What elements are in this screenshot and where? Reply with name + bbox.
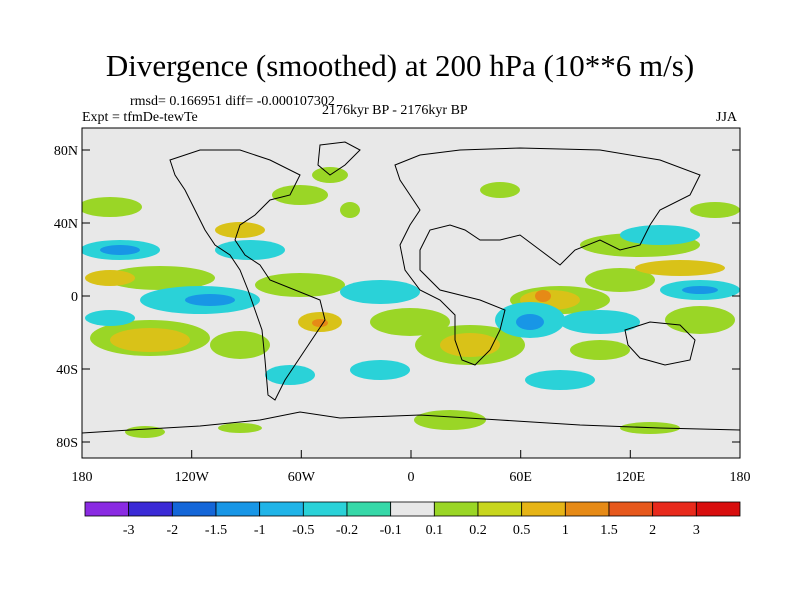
field-patch bbox=[85, 310, 135, 326]
colorbar-label: -0.5 bbox=[292, 523, 314, 538]
field-patch bbox=[215, 240, 285, 260]
colorbar-swatch bbox=[215, 501, 261, 517]
field-patch bbox=[480, 182, 520, 198]
field-patch bbox=[570, 340, 630, 360]
colorbar-swatch bbox=[477, 501, 523, 517]
colorbar-label: -1 bbox=[254, 523, 266, 538]
field-patch bbox=[185, 294, 235, 306]
colorbar-label: 1.5 bbox=[600, 523, 618, 538]
lon-label-180w: 180 bbox=[72, 470, 93, 485]
lon-label-0: 0 bbox=[408, 470, 415, 485]
antarctica-coast bbox=[82, 411, 740, 434]
field-patch bbox=[218, 423, 262, 433]
field-patch bbox=[85, 270, 135, 286]
field-patch bbox=[560, 310, 640, 334]
field-patch bbox=[340, 202, 360, 218]
colorbar-swatch bbox=[695, 501, 741, 517]
colorbar-swatch bbox=[302, 501, 348, 517]
lat-label-80s: 80S bbox=[56, 436, 78, 451]
australia-coast bbox=[624, 321, 696, 366]
field-patch bbox=[350, 360, 410, 380]
colorbar-swatch bbox=[390, 501, 435, 517]
experiment-label: Expt = tfmDe-tewTe bbox=[82, 110, 198, 125]
field-patch bbox=[265, 365, 315, 385]
field-patch bbox=[690, 202, 740, 218]
colorbar-swatch bbox=[521, 501, 566, 517]
field-patch bbox=[100, 245, 140, 255]
field-patch bbox=[340, 280, 420, 304]
colorbar-label: -0.1 bbox=[380, 523, 402, 538]
colorbar-label: -1.5 bbox=[205, 523, 227, 538]
lon-label-120w: 120W bbox=[175, 470, 210, 485]
field-patch bbox=[620, 225, 700, 245]
lat-label-40n: 40N bbox=[54, 217, 78, 232]
colorbar-label: 1 bbox=[562, 523, 569, 538]
greenland-coast bbox=[317, 141, 361, 176]
lon-label-120e: 120E bbox=[616, 470, 646, 485]
season-label: JJA bbox=[716, 110, 738, 125]
colorbar-label: 0.2 bbox=[469, 523, 487, 538]
field-patch bbox=[414, 410, 486, 430]
colorbar-swatch bbox=[433, 501, 479, 517]
field-patch bbox=[635, 260, 725, 276]
lon-label-60w: 60W bbox=[288, 470, 316, 485]
colorbar-label: 2 bbox=[649, 523, 656, 538]
colorbar-swatch bbox=[128, 501, 173, 517]
field-patch bbox=[105, 266, 215, 290]
colorbar-swatch bbox=[652, 501, 697, 517]
map-title: Divergence (smoothed) at 200 hPa (10**6 … bbox=[105, 48, 695, 83]
field-patch bbox=[215, 222, 265, 238]
lon-label-180e: 180 bbox=[730, 470, 751, 485]
colorbar-swatch bbox=[259, 501, 304, 517]
colorbar-label: 0.1 bbox=[426, 523, 444, 538]
field-patch bbox=[110, 328, 190, 352]
afro-eurasia-coast bbox=[394, 147, 701, 366]
field-patch bbox=[210, 331, 270, 359]
field-patch bbox=[370, 308, 450, 336]
field-patch bbox=[312, 319, 328, 327]
axis-ticks bbox=[81, 149, 741, 458]
lon-label-60e: 60E bbox=[509, 470, 532, 485]
colorbar-label: -3 bbox=[123, 523, 135, 538]
lat-label-eq: 0 bbox=[71, 290, 78, 305]
colorbar-label: 3 bbox=[693, 523, 700, 538]
field-patch bbox=[255, 273, 345, 297]
colorbar-swatch bbox=[171, 501, 217, 517]
colorbar-swatch bbox=[564, 501, 610, 517]
colorbar-swatch bbox=[346, 501, 392, 517]
lat-label-40s: 40S bbox=[56, 363, 78, 378]
lat-label-80n: 80N bbox=[54, 144, 78, 159]
colorbar-swatch bbox=[608, 501, 654, 517]
field-patch bbox=[682, 286, 718, 294]
colorbar-label: 0.5 bbox=[513, 523, 531, 538]
stats-label: rmsd= 0.166951 diff= -0.000107302 bbox=[130, 94, 335, 109]
field-patch bbox=[585, 268, 655, 292]
field-patch bbox=[535, 290, 551, 302]
colorbar-labels: -3 -2 -1.5 -1 -0.5 -0.2 -0.1 0.1 0.2 0.5 1 1.5 2 3 bbox=[123, 523, 700, 538]
colorbar bbox=[84, 501, 741, 517]
field-patch bbox=[525, 370, 595, 390]
coastlines bbox=[82, 141, 740, 434]
field-patch bbox=[82, 197, 142, 217]
field-patch bbox=[665, 306, 735, 334]
colorbar-label: -2 bbox=[166, 523, 178, 538]
period-label: 2176kyr BP - 2176kyr BP bbox=[322, 103, 468, 118]
field-patch bbox=[125, 426, 165, 438]
colorbar-label: -0.2 bbox=[336, 523, 358, 538]
americas-coast bbox=[169, 149, 326, 401]
colorbar-swatch bbox=[84, 501, 130, 517]
field-patch bbox=[516, 314, 544, 330]
field-patch bbox=[272, 185, 328, 205]
field-patch bbox=[440, 333, 500, 357]
